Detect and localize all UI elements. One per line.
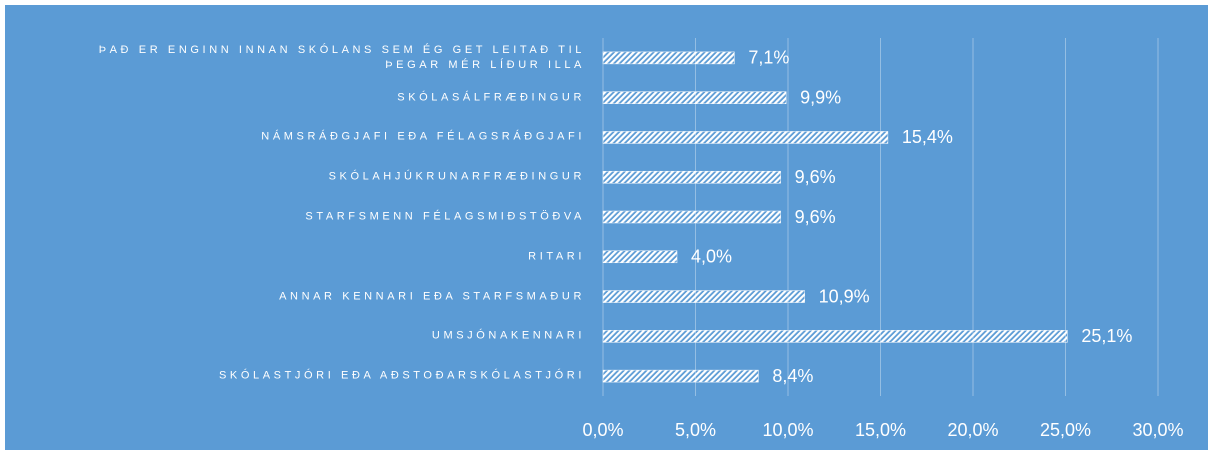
data-label: 9,6% [795,167,836,187]
bar [602,330,1068,343]
data-label: 9,9% [800,87,841,107]
bar [602,131,889,144]
y-tick-label: ANNAR KENNARI EÐA STARFSMAÐUR [279,290,585,303]
y-tick-label: SKÓLAHJÚKRUNARFRÆÐINGUR [328,170,585,183]
data-label: 7,1% [748,48,789,68]
bar [602,170,781,184]
x-tick-label: 20,0% [947,420,998,440]
bar [602,210,781,224]
x-tick-label: 25,0% [1040,420,1091,440]
y-tick-label: SKÓLASTJÓRI EÐA AÐSTOÐARSKÓLASTJÓRI [218,369,585,382]
data-label: 4,0% [691,247,732,267]
x-tick-label: 5,0% [675,420,716,440]
bar [602,250,678,264]
x-tick-label: 15,0% [855,420,906,440]
x-tick-label: 30,0% [1132,420,1183,440]
bar [602,91,787,104]
data-label: 15,4% [902,127,953,147]
bar [602,290,805,303]
bar [602,51,735,65]
y-tick-label: ÞAÐ ER ENGINN INNAN SKÓLANS SEM ÉG GET L… [98,43,585,71]
y-tick-label: UMSJÓNAKENNARI [431,329,585,342]
bar [602,369,759,383]
y-tick-label: SKÓLASÁLFRÆÐINGUR [397,91,585,104]
y-tick-label: RITARI [528,250,585,263]
data-label: 10,9% [819,286,870,306]
x-tick-label: 0,0% [582,420,623,440]
data-label: 9,6% [795,207,836,227]
y-tick-label: NÁMSRÁÐGJAFI EÐA FÉLAGSRÁÐGJAFI [261,130,585,143]
x-tick-label: 10,0% [762,420,813,440]
data-label: 25,1% [1081,326,1132,346]
y-tick-label: STARFSMENN FÉLAGSMIÐSTÖÐVA [305,210,585,223]
data-label: 8,4% [772,366,813,386]
